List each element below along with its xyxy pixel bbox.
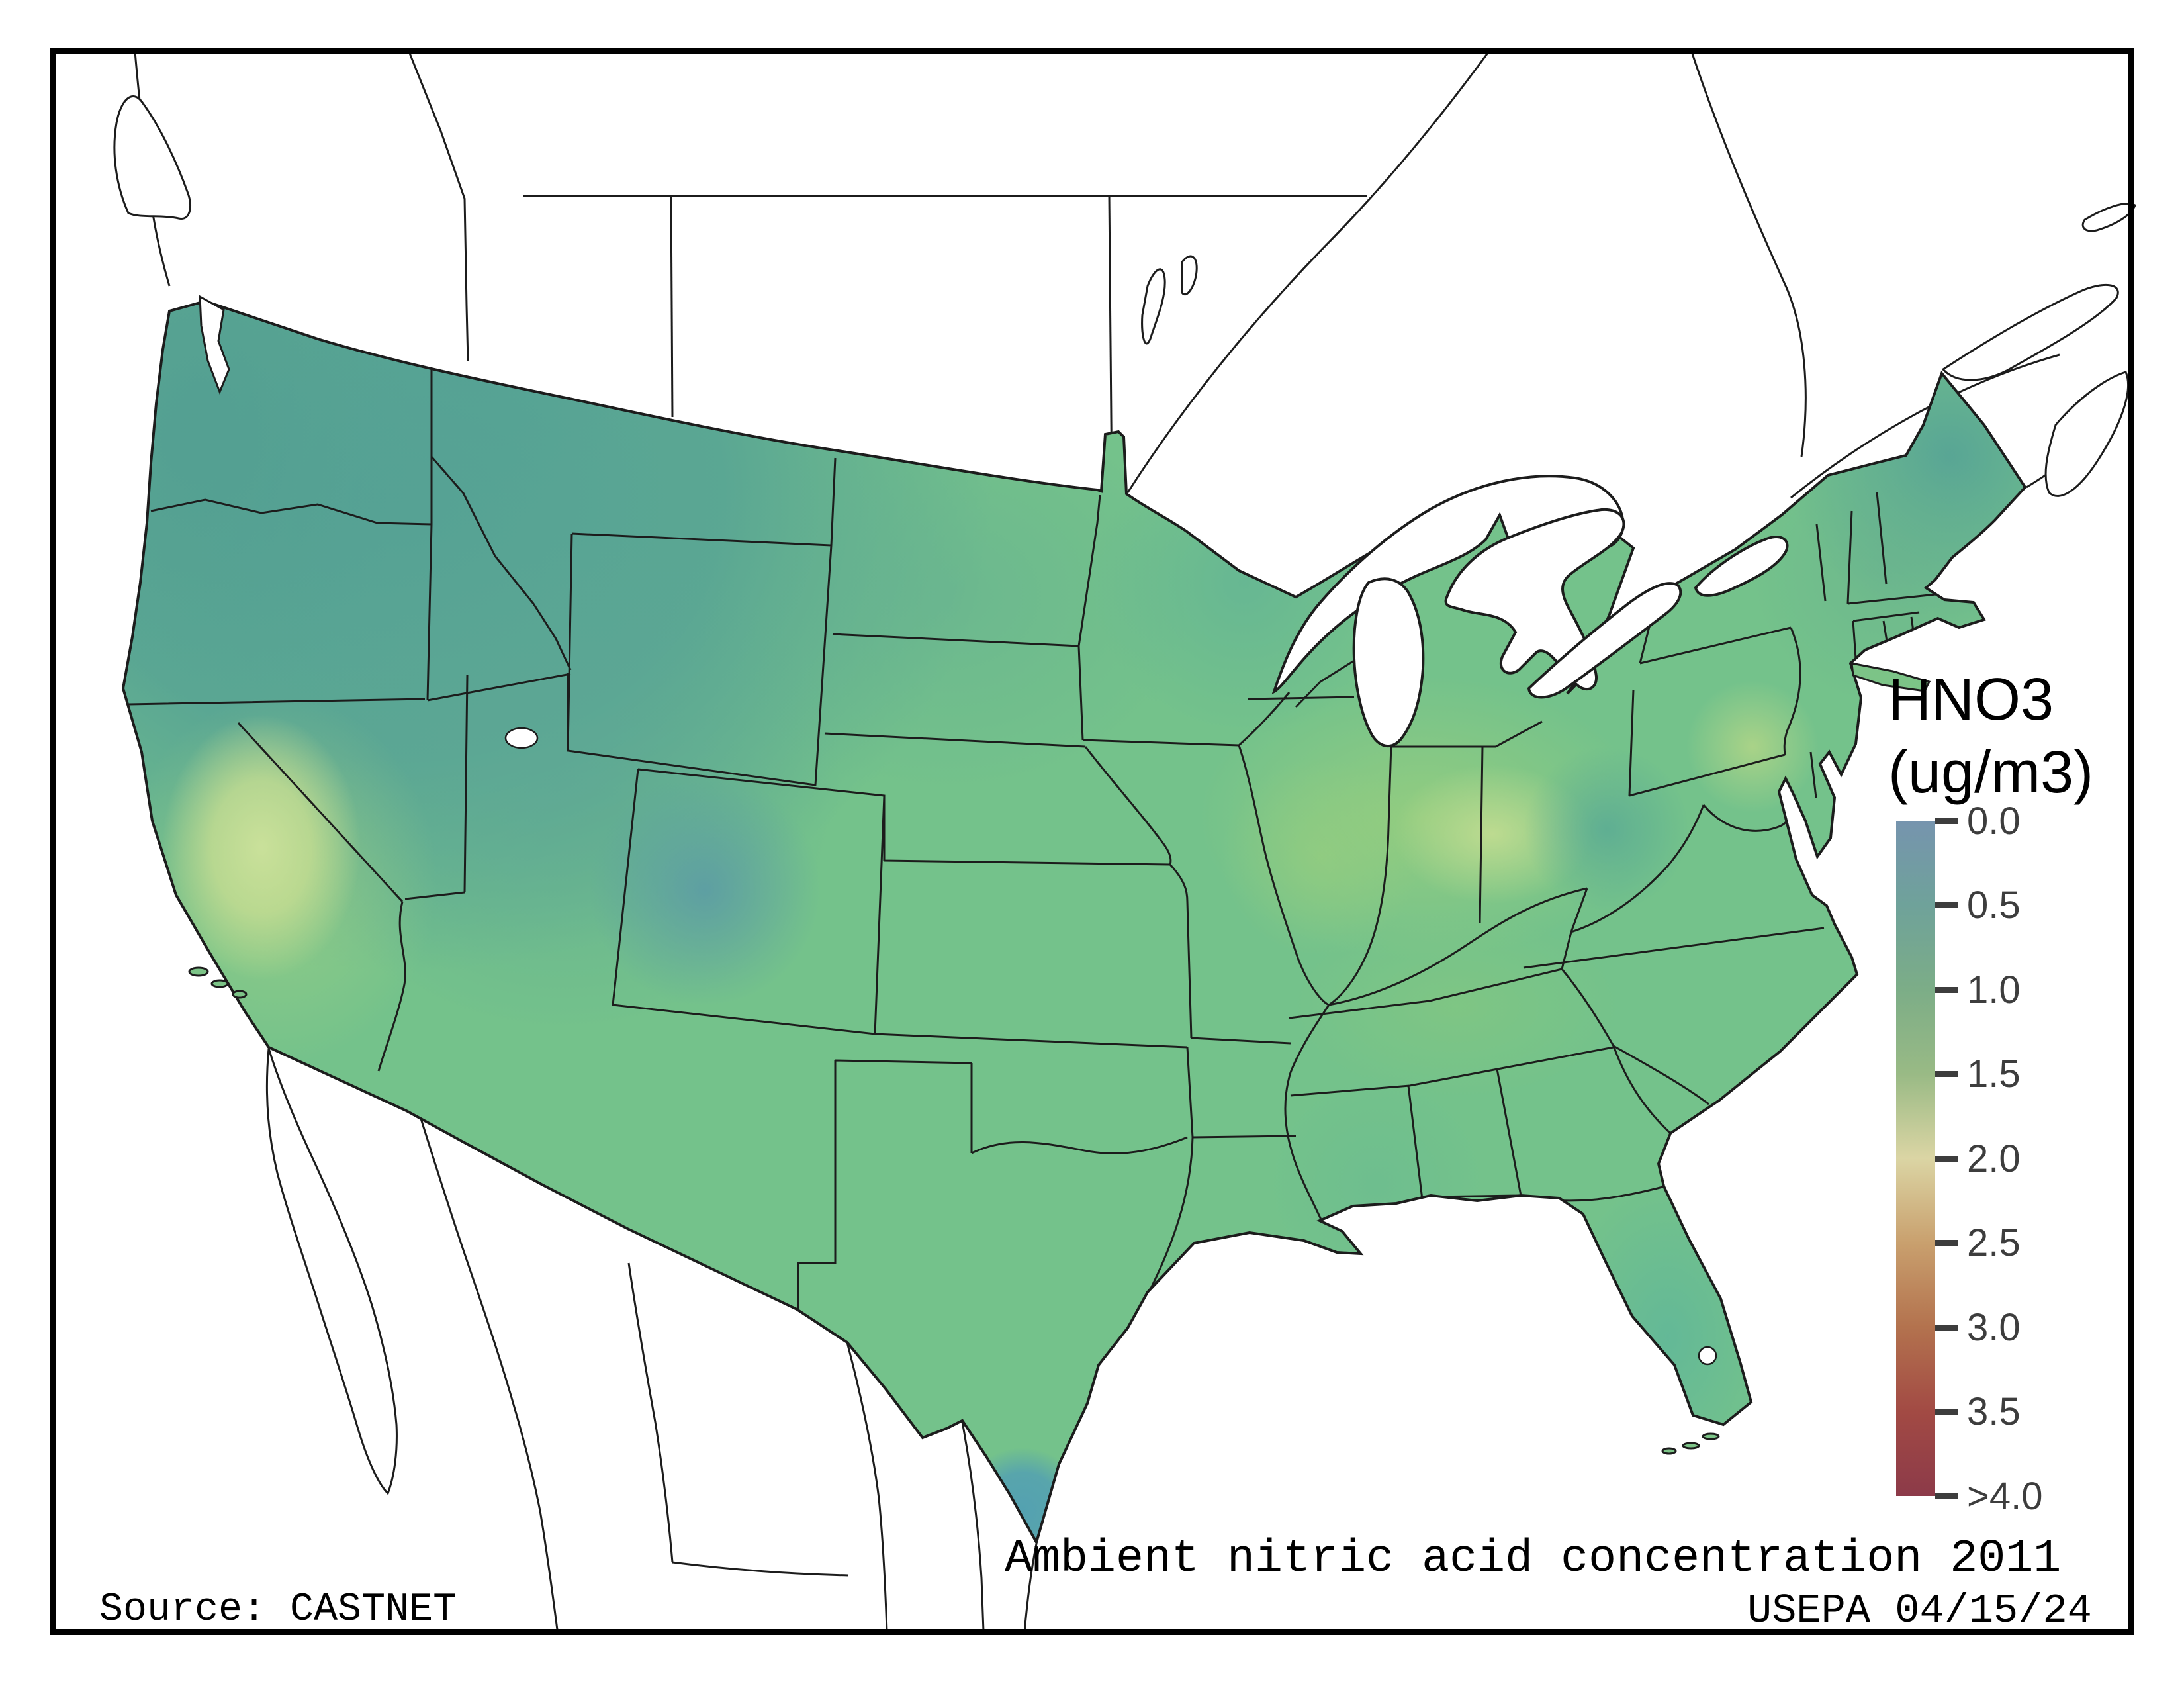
tick-mark [1935, 1240, 1958, 1246]
lake-winnipeg [1141, 268, 1166, 345]
tick-label: >4.0 [1967, 1474, 2043, 1518]
tick-mark [1935, 1071, 1958, 1077]
channel-island [188, 966, 209, 977]
tick-mark [1935, 986, 1958, 993]
legend-title-line1: HNO3 [1888, 667, 2054, 733]
lake-erie [1527, 582, 1682, 699]
ab-sk-border [670, 195, 674, 418]
tick-mark [1935, 1409, 1958, 1415]
mexico-outline [265, 1048, 1038, 1633]
mexico-gulf-coast [1023, 1543, 1038, 1633]
florida-key [1702, 1432, 1720, 1440]
tick-label: 0.0 [1967, 799, 2021, 843]
mexico-state-borders [627, 1262, 985, 1632]
tick-label: 2.0 [1967, 1137, 2021, 1180]
lake-michigan [1352, 577, 1425, 747]
plot-border [50, 48, 2134, 1635]
colorbar-tick: 3.5 [1935, 1389, 2021, 1434]
coastal-islands [188, 662, 1931, 1455]
florida-key [1682, 1442, 1700, 1450]
legend-title-line2: (ug/m3) [1888, 739, 2094, 806]
sonora-coast [420, 1118, 559, 1630]
florida-key [1661, 1447, 1677, 1455]
vancouver-island [113, 95, 191, 220]
source-credit: Source: CASTNET [99, 1587, 457, 1632]
great-lakes [199, 295, 1789, 1366]
baja-california [265, 1048, 398, 1495]
state-borders [128, 367, 1936, 1309]
colorbar-tick: 1.5 [1935, 1052, 2021, 1097]
nova-scotia [2044, 371, 2129, 497]
tick-mark [1935, 818, 1958, 824]
tick-label: 1.5 [1967, 1053, 2021, 1096]
colorbar-tick: >4.0 [1935, 1474, 2043, 1519]
colorbar-tick: 2.5 [1935, 1221, 2021, 1266]
tick-mark [1935, 902, 1958, 908]
puget-sound [199, 295, 230, 395]
tick-label: 2.5 [1967, 1221, 2021, 1264]
tick-label: 1.0 [1967, 968, 2021, 1011]
channel-island [210, 979, 229, 988]
colorbar-tick: 0.5 [1935, 883, 2021, 928]
canada-outline [113, 51, 2136, 499]
tick-mark [1935, 1324, 1958, 1331]
long-island [1850, 662, 1931, 692]
lake-ontario [1694, 536, 1789, 597]
lake-manitoba [1181, 255, 1198, 295]
tick-mark [1935, 1493, 1958, 1499]
legend-title: HNO3 (ug/m3) [1888, 663, 2093, 809]
channel-island [232, 990, 248, 999]
tick-label: 3.0 [1967, 1305, 2021, 1349]
colorbar-tick: 2.0 [1935, 1136, 2021, 1181]
tick-label: 3.5 [1967, 1390, 2021, 1433]
tick-label: 0.5 [1967, 884, 2021, 927]
anticosti-island [2081, 203, 2136, 232]
colorbar-tick: 3.0 [1935, 1305, 2021, 1350]
lake-okeechobee [1698, 1346, 1717, 1366]
colorbar [1896, 821, 1935, 1496]
mb-on-border [1126, 52, 1489, 493]
great-salt-lake [504, 727, 539, 749]
bc-ab-border [408, 51, 469, 362]
tick-mark [1935, 1155, 1958, 1162]
on-qc-border [1690, 51, 1807, 457]
agency-date: USEPA 04/15/24 [1747, 1587, 2092, 1634]
colorbar-tick: 1.0 [1935, 967, 2021, 1012]
colorbar-tick: 0.0 [1935, 798, 2021, 843]
gaspe-peninsula [1941, 283, 2119, 381]
map-title: Ambient nitric acid concentration 2011 [1005, 1533, 2062, 1585]
